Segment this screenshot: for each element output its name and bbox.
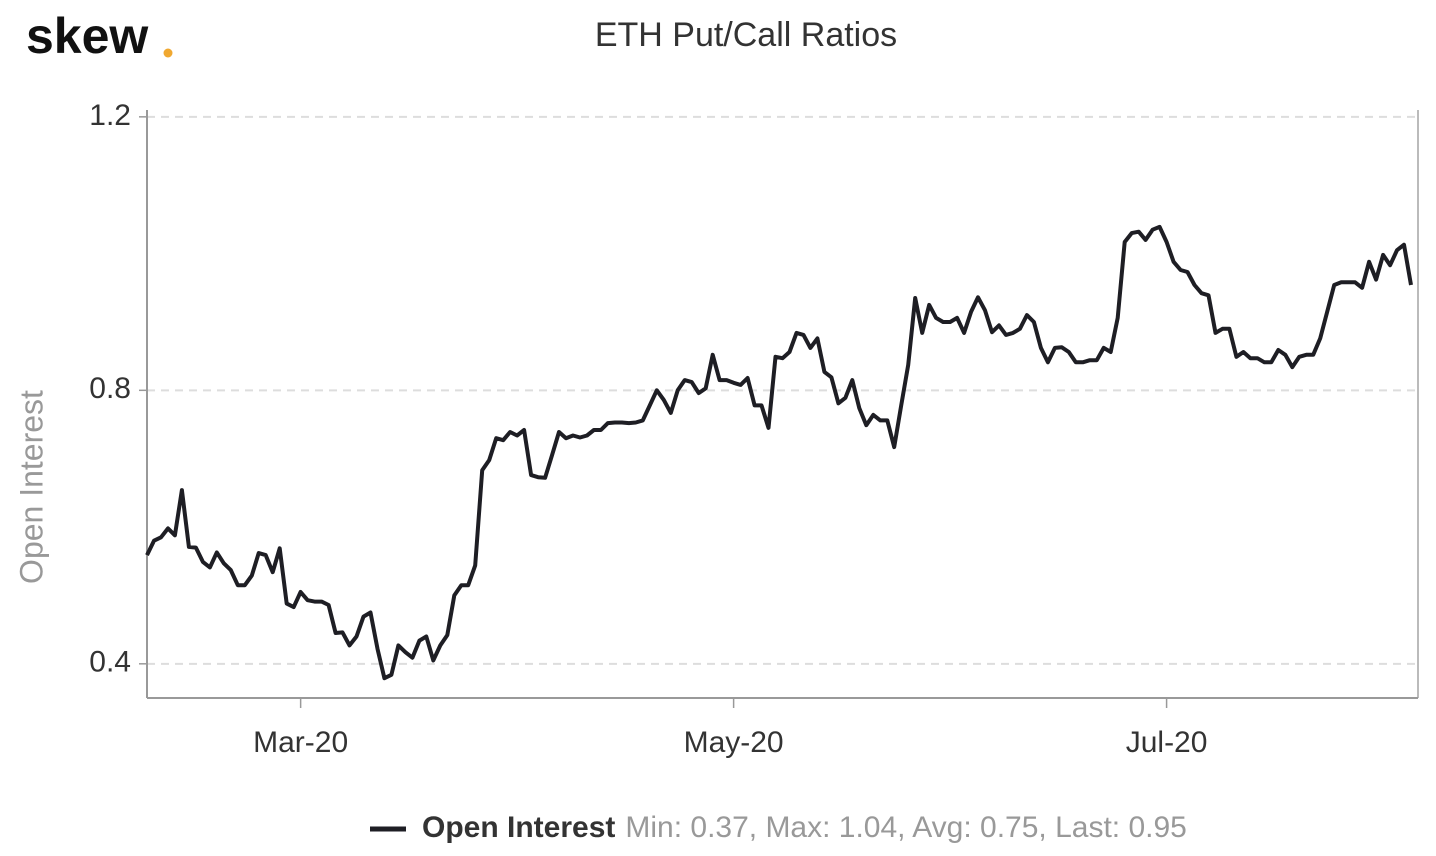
data-line — [145, 224, 1413, 681]
x-tick-label: Mar-20 — [253, 726, 348, 759]
logo: skew — [26, 8, 148, 64]
logo-dot — [163, 48, 173, 58]
legend-entry: Open Interest Min: 0.37, Max: 1.04, Avg: … — [422, 811, 1187, 844]
legend-name: Open Interest — [422, 811, 615, 844]
y-axis-label: Open Interest — [13, 390, 49, 584]
legend-stats: Min: 0.37, Max: 1.04, Avg: 0.75, Last: 0… — [625, 811, 1186, 844]
x-tick-label: May-20 — [684, 726, 784, 759]
y-tick-label: 0.4 — [89, 646, 131, 679]
y-tick-label: 1.2 — [89, 99, 131, 132]
y-tick-label: 0.8 — [89, 372, 131, 405]
x-tick-label: Jul-20 — [1126, 726, 1208, 759]
chart-title: ETH Put/Call Ratios — [595, 16, 897, 54]
